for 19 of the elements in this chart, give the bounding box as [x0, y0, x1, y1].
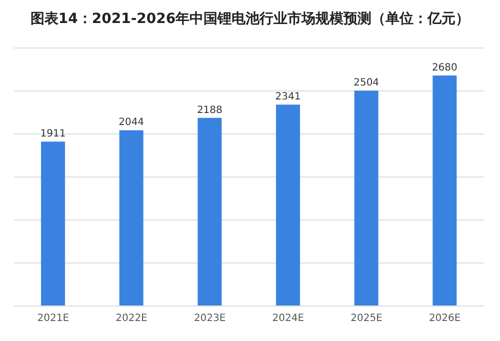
data-label: 2188 [196, 104, 222, 116]
bar [432, 76, 457, 306]
chart-title: 图表14：2021-2026年中国锂电池行业市场规模预测（单位：亿元） [29, 10, 471, 29]
data-label: 2044 [118, 117, 144, 128]
x-tick-label: 2025E [350, 313, 382, 324]
data-label: 1911 [40, 128, 66, 140]
data-label: 2341 [275, 92, 301, 103]
bar [41, 142, 65, 306]
x-tick-label: 2023E [194, 313, 226, 324]
bar [198, 118, 222, 306]
x-tick-label: 2021E [37, 313, 70, 324]
bar [276, 104, 300, 306]
bar [119, 130, 144, 306]
x-tick-label: 2024E [272, 313, 304, 324]
x-tick-label: 2022E [116, 313, 148, 324]
x-tick-label: 2026E [428, 313, 461, 324]
data-label: 2504 [354, 78, 380, 89]
data-label: 2680 [432, 62, 458, 74]
bar [354, 90, 378, 306]
